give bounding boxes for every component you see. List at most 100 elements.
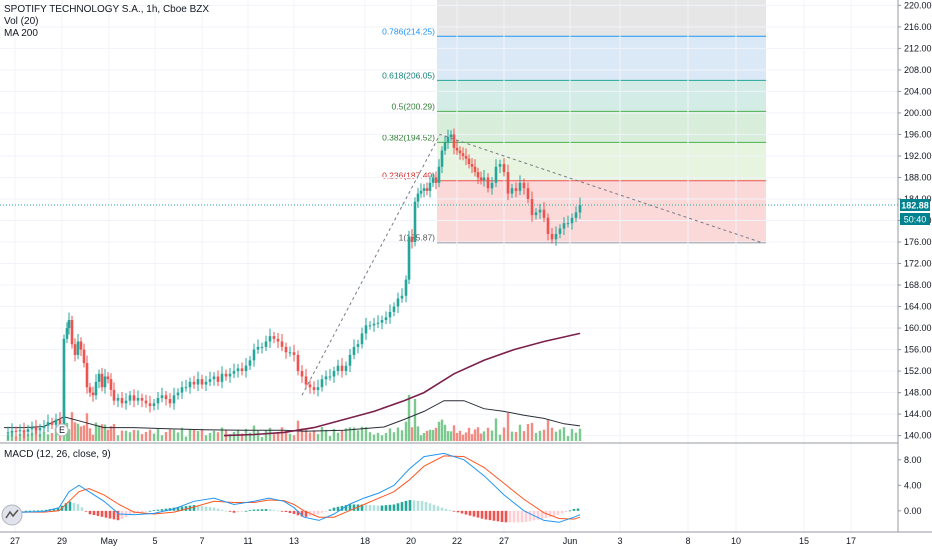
y-tick-label: 176.00 — [904, 237, 932, 247]
candle-body — [228, 373, 232, 377]
candle-body — [50, 422, 54, 425]
y-tick-label: 172.00 — [904, 259, 932, 269]
macd-histogram-bar — [292, 510, 296, 515]
candle-body — [455, 147, 459, 151]
volume-bar — [272, 434, 276, 441]
candle-body — [404, 279, 408, 296]
volume-bar — [486, 427, 490, 441]
macd-histogram-bar — [436, 506, 440, 511]
volume-bar — [204, 435, 208, 441]
macd-histogram-bar — [192, 505, 196, 511]
macd-histogram-bar — [28, 510, 32, 512]
candle-body — [446, 137, 450, 143]
volume-bar — [526, 423, 530, 441]
tradingview-logo[interactable] — [1, 504, 23, 526]
candle-body — [434, 177, 438, 183]
candle-body — [156, 397, 160, 404]
x-tick-label: 27 — [499, 536, 509, 546]
trend-line[interactable] — [0, 133, 898, 396]
macd-histogram-bar — [272, 509, 276, 511]
candle-body — [546, 217, 550, 234]
candle-body — [428, 182, 432, 191]
macd-histogram-bar — [228, 510, 232, 512]
volume-bar — [304, 429, 308, 441]
candle-body — [550, 233, 554, 240]
chart-legend: SPOTIFY TECHNOLOGY S.A., 1h, Cboe BZX Vo… — [4, 4, 209, 40]
macd-histogram-bar — [68, 501, 72, 511]
last-price-badge — [900, 199, 930, 212]
candle-body — [10, 430, 14, 433]
volume-bars — [6, 380, 582, 441]
x-tick-label: 17 — [846, 536, 856, 546]
macd-histogram-bar — [104, 510, 108, 518]
volume-bar — [252, 425, 256, 441]
trend-dashed-line[interactable] — [301, 133, 763, 396]
macd-histogram-bar — [456, 510, 460, 513]
volume-bar — [160, 435, 164, 441]
macd-histogram-bar — [472, 510, 476, 517]
volume-bar — [550, 427, 554, 441]
earnings-marker[interactable] — [55, 423, 69, 437]
macd-histogram-bar — [256, 509, 260, 511]
volume-bar — [264, 430, 268, 441]
volume-bar — [124, 430, 128, 441]
volume-bar — [538, 430, 542, 441]
fib-level-label: 0.5(200.29) — [392, 101, 436, 111]
candle-body — [296, 354, 300, 372]
volume-bar — [437, 421, 441, 441]
volume-bar — [494, 418, 498, 441]
x-tick-label: 8 — [685, 536, 690, 546]
macd-histogram-bar — [396, 503, 400, 511]
macd-histogram-bar — [288, 510, 292, 514]
macd-histogram-bar — [544, 510, 548, 518]
macd-histogram-bar — [496, 510, 500, 522]
macd-histogram-bar — [316, 510, 320, 515]
volume-bar — [449, 431, 453, 441]
macd-histogram-bar — [408, 500, 412, 511]
macd-histogram-bar — [324, 510, 328, 512]
macd-histogram-bar — [572, 508, 576, 511]
volume-bar — [530, 422, 534, 441]
volume-bar — [70, 412, 74, 441]
x-tick-label: 3 — [617, 536, 622, 546]
candle-body — [224, 373, 228, 377]
volume-bar — [97, 425, 101, 441]
volume-bar — [312, 430, 316, 441]
volume-bar — [196, 431, 200, 441]
macd-histogram-bar — [372, 505, 376, 511]
volume-bar — [308, 432, 312, 441]
volume-bar — [542, 429, 546, 441]
volume-bar — [434, 427, 438, 441]
macd-histogram-bar — [368, 504, 372, 511]
macd-histogram-bar — [440, 507, 444, 511]
candle-body — [522, 182, 526, 189]
candle-body — [212, 376, 216, 380]
fib-level-label: 0.382(194.52) — [382, 132, 435, 142]
fib-zone — [437, 80, 766, 112]
volume-bar — [384, 433, 388, 441]
volume-bar — [220, 427, 224, 441]
macd-histogram-bar — [140, 510, 144, 513]
macd-histogram-bar — [64, 503, 68, 511]
macd-histogram-bar — [384, 505, 388, 511]
macd-histogram-bar — [284, 510, 288, 512]
macd-histogram-bar — [540, 510, 544, 519]
fibonacci-retracement[interactable]: 0.786(214.25) 0.618(206.05) 0.5(200.29) 0.3… — [382, 0, 766, 244]
macd-histogram-bar — [52, 508, 56, 511]
y-tick-label: 168.00 — [904, 280, 932, 290]
candle-body — [160, 395, 164, 398]
candle-body — [419, 190, 423, 194]
volume-bar — [470, 434, 474, 441]
candle-body — [352, 346, 356, 355]
logo-mark — [5, 509, 19, 519]
macd-histogram-bar — [116, 510, 120, 521]
macd-histogram-bar — [548, 510, 552, 517]
legend-volume: Vol (20) — [4, 16, 39, 27]
candle-body — [449, 134, 453, 138]
y-tick-label: 204.00 — [904, 86, 932, 96]
volume-bar — [120, 430, 124, 441]
macd-histogram-bar — [376, 505, 380, 511]
candle-body — [461, 153, 465, 156]
volume-bar — [324, 429, 328, 441]
